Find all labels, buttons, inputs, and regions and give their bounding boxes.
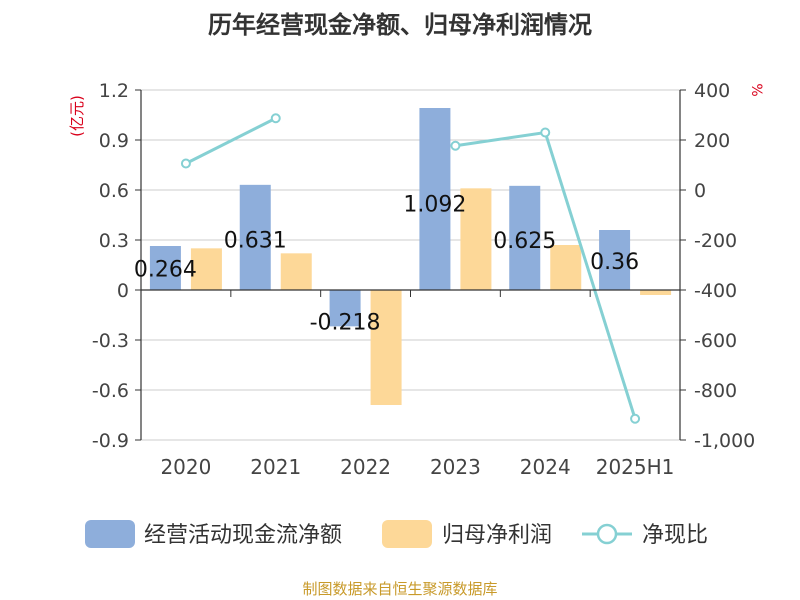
legend-label: 归母净利润 (442, 523, 552, 548)
bar-value-label: 0.631 (224, 229, 287, 254)
legend-swatch (382, 520, 432, 548)
y-left-tick-label: 0.6 (99, 180, 129, 202)
y-left-tick-label: -0.3 (92, 330, 129, 352)
legend-label: 净现比 (642, 523, 708, 548)
x-tick-label: 2025H1 (596, 455, 675, 479)
y-left-tick-label: 0 (117, 280, 129, 302)
bar-value-label: 1.092 (403, 192, 466, 217)
x-tick-label: 2021 (250, 455, 301, 479)
bar-value-label: 0.36 (590, 250, 639, 275)
y-axis-left-label: (亿元) (68, 95, 86, 137)
legend: 经营活动现金流净额 归母净利润 净现比 (85, 520, 708, 548)
bars (149, 108, 672, 405)
bar-net-profit (190, 248, 222, 290)
y-right-tick-label: 400 (694, 80, 730, 102)
y-right-tick-label: 200 (694, 130, 730, 152)
bar-net-profit (370, 290, 402, 405)
legend-marker (596, 523, 618, 545)
bar-net-profit (460, 188, 492, 290)
bar-net-profit (640, 290, 672, 295)
y-right-tick-label: 0 (694, 180, 706, 202)
bar-net-profit (280, 253, 312, 290)
bar-operating-cash-flow (149, 246, 181, 290)
source-note: 制图数据来自恒生聚源数据库 (302, 580, 497, 598)
bar-operating-cash-flow (329, 290, 361, 327)
x-tick-label: 2022 (340, 455, 391, 479)
y-left-tick-label: 0.9 (99, 130, 129, 152)
y-axis-right-label: % (748, 83, 764, 96)
x-tick-label: 2020 (160, 455, 211, 479)
legend-label: 经营活动现金流净额 (144, 523, 342, 548)
cash-ratio-point (630, 413, 641, 424)
bar-operating-cash-flow (239, 184, 271, 290)
cash-ratio-point (270, 113, 281, 124)
legend-swatch (85, 520, 135, 548)
x-tick-label: 2023 (430, 455, 481, 479)
y-left-tick-label: 1.2 (99, 80, 129, 102)
bar-value-label: 0.625 (493, 229, 556, 254)
bar-value-label: 0.264 (134, 257, 197, 282)
x-tick-label: 2024 (520, 455, 571, 479)
bar-net-profit (550, 245, 582, 290)
cash-ratio-point (180, 158, 191, 169)
bar-operating-cash-flow (419, 108, 451, 290)
axes: 1.2 0.9 0.6 0.3 0 -0.3 -0.6 -0.9 400 200 0 -200 -400… (92, 80, 755, 479)
y-left-tick-label: 0.3 (99, 230, 129, 252)
chart-title: 历年经营现金净额、归母净利润情况 (208, 11, 592, 39)
bar-operating-cash-flow (509, 185, 541, 290)
y-right-tick-label: -600 (694, 330, 737, 352)
y-right-tick-label: -200 (694, 230, 737, 252)
y-left-tick-label: -0.6 (92, 380, 129, 402)
bar-operating-cash-flow (599, 230, 631, 290)
cash-ratio-line (185, 116, 277, 165)
y-right-tick-label: -1,000 (694, 430, 755, 452)
data-labels: 0.264 0.631 -0.218 1.092 0.625 0.36 (134, 192, 639, 335)
y-right-tick-label: -800 (694, 380, 737, 402)
cash-ratio-point (540, 127, 551, 138)
cash-ratio-point (450, 140, 461, 151)
bar-value-label: -0.218 (310, 310, 381, 335)
y-right-tick-label: -400 (694, 280, 737, 302)
line-series (180, 113, 641, 424)
y-left-tick-label: -0.9 (92, 430, 129, 452)
